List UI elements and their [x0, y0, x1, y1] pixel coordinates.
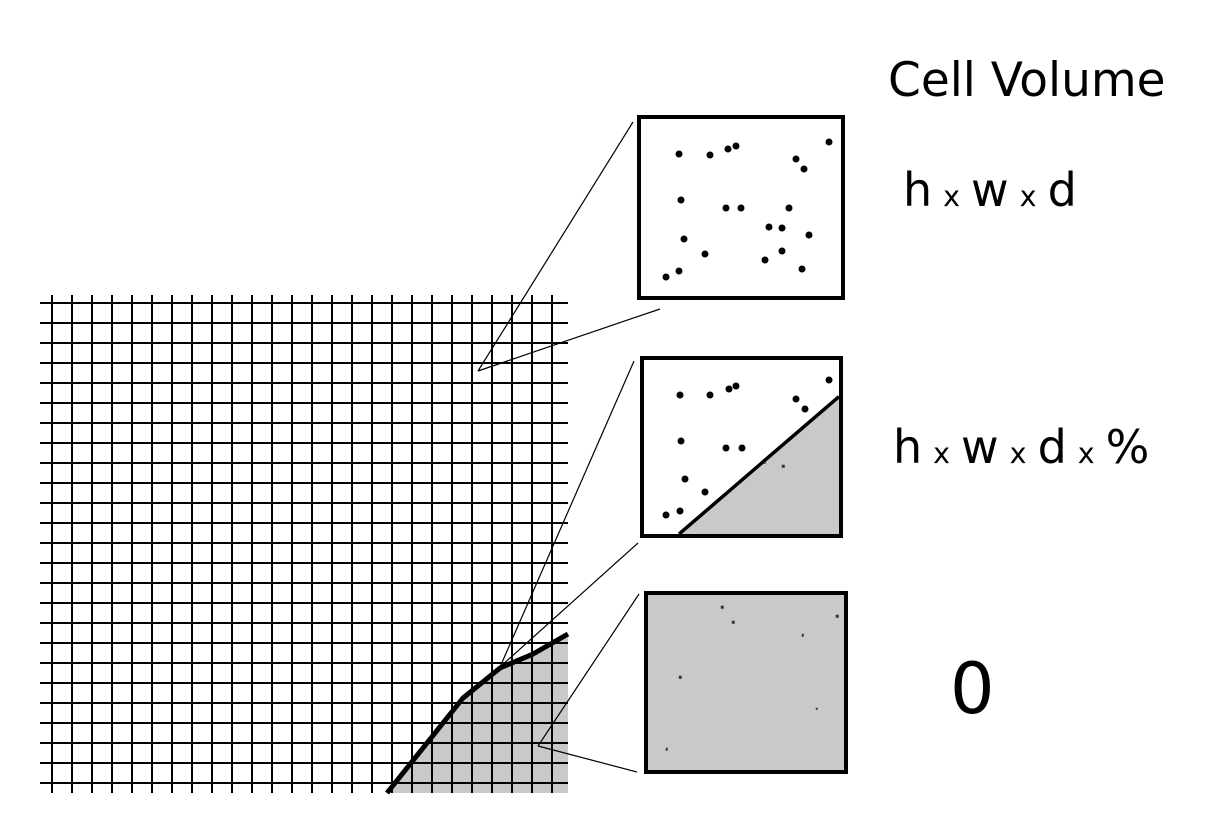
data-point-dot: [825, 138, 833, 146]
magnified-cell-full-volume: [637, 115, 845, 300]
data-point-dot: [681, 475, 689, 483]
data-point-dot: [676, 391, 684, 399]
multiply-symbol: x: [943, 180, 961, 213]
data-point-dot: [738, 444, 745, 452]
full-cell-dot-field: [641, 119, 841, 296]
noise-speck: [679, 676, 682, 679]
data-point-dot: [801, 405, 809, 413]
data-point-dot: [785, 204, 793, 211]
formula-term: d: [1047, 163, 1077, 217]
formula-term: w: [971, 163, 1009, 217]
data-point-dot: [722, 444, 730, 452]
data-point-dot: [722, 204, 730, 211]
callout-line-3: [537, 593, 640, 747]
data-point-dot: [732, 382, 740, 390]
callout-line-3: [537, 745, 638, 773]
callout-line-2: [499, 360, 635, 668]
data-point-dot: [805, 231, 813, 239]
noise-speck: [665, 747, 668, 751]
data-point-dot: [680, 235, 688, 243]
data-point-dot: [662, 273, 670, 281]
data-point-dot: [765, 223, 773, 231]
multiply-symbol: x: [1009, 437, 1027, 470]
formula-term: w: [961, 420, 999, 474]
boundary-curve: [385, 631, 570, 795]
data-point-dot: [675, 150, 683, 158]
callout-line-2: [499, 542, 639, 668]
data-point-dot: [761, 256, 769, 264]
partial-cell-boundary-svg: [644, 360, 839, 534]
grid-paper: [40, 295, 568, 793]
formula-covered-cell: 0: [950, 648, 995, 730]
noise-speck: [782, 464, 785, 468]
partial-cell-dot-field: [644, 360, 839, 534]
noise-speck: [763, 461, 767, 464]
noise-speck: [721, 606, 724, 609]
multiply-symbol: x: [1077, 437, 1095, 470]
data-point-dot: [706, 391, 714, 399]
data-point-dot: [662, 511, 670, 519]
multiply-symbol: x: [933, 437, 951, 470]
partial-cell-boundary-line: [679, 397, 839, 534]
noise-speck: [835, 614, 839, 618]
data-point-dot: [676, 507, 684, 515]
page-title: Cell Volume: [888, 53, 1166, 108]
data-point-dot: [737, 204, 745, 211]
data-point-dot: [701, 250, 709, 258]
data-point-dot: [677, 196, 685, 204]
formula-partial-cell: h x w x d x%: [893, 420, 1149, 474]
data-point-dot: [798, 265, 806, 273]
noise-speck: [801, 634, 805, 637]
data-point-dot: [800, 165, 808, 173]
noise-speck: [732, 620, 735, 624]
data-point-dot: [778, 247, 786, 255]
data-point-dot: [675, 267, 683, 275]
noise-speck: [815, 707, 818, 710]
formula-term: %: [1105, 420, 1150, 474]
data-point-dot: [825, 376, 833, 384]
multiply-symbol: x: [1019, 180, 1037, 213]
formula-term: d: [1037, 420, 1067, 474]
data-point-dot: [677, 437, 685, 445]
covered-cell-field: [648, 595, 844, 770]
formula-term: h: [903, 163, 933, 217]
data-point-dot: [792, 155, 800, 163]
data-point-dot: [732, 142, 740, 150]
callout-line-1: [477, 121, 634, 372]
data-point-dot: [724, 145, 732, 153]
magnified-cell-covered-zero: [644, 591, 848, 774]
data-point-dot: [778, 224, 786, 232]
data-point-dot: [706, 151, 714, 159]
data-point-dot: [792, 395, 800, 403]
magnified-cell-partial-volume: [640, 356, 843, 538]
formula-term: h: [893, 420, 923, 474]
callout-line-1: [477, 308, 661, 372]
data-point-dot: [725, 385, 733, 393]
data-point-dot: [701, 488, 709, 496]
